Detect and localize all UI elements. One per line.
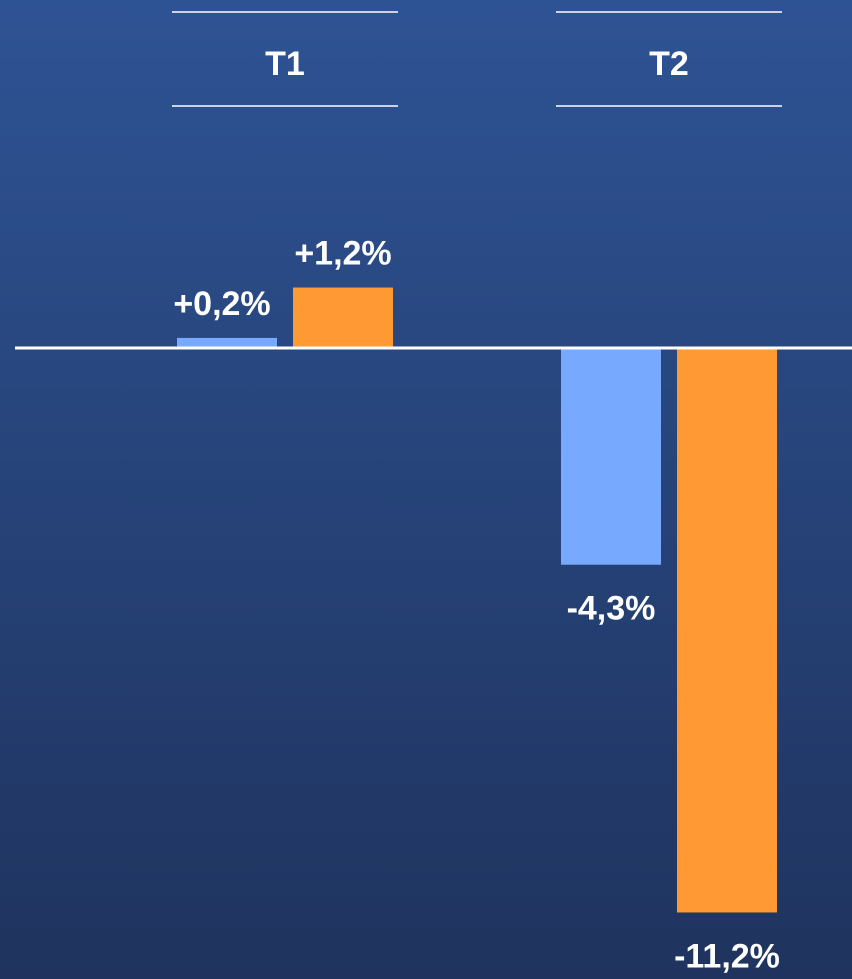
- bar: [561, 348, 661, 565]
- value-label: -11,2%: [674, 937, 780, 975]
- bar: [177, 337, 277, 348]
- category-label: T2: [649, 45, 689, 83]
- category-label: T1: [265, 45, 305, 83]
- bar: [293, 287, 393, 348]
- value-label: +0,2%: [173, 285, 270, 323]
- value-label: +1,2%: [294, 235, 391, 273]
- bar: [677, 348, 777, 913]
- value-label: -4,3%: [567, 590, 656, 628]
